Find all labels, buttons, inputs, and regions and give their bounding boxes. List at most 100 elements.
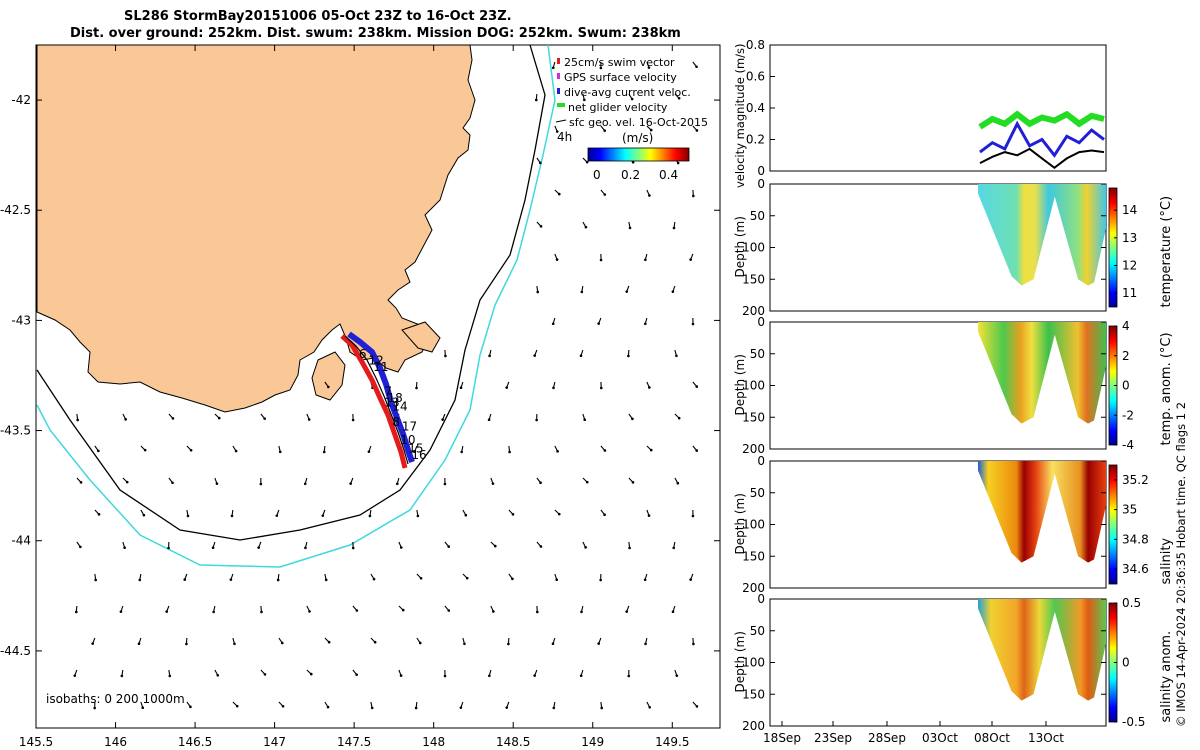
current-vector [75, 605, 78, 614]
current-vector [628, 477, 635, 484]
colorbar-tick: -2 [1122, 408, 1134, 422]
current-vector [324, 573, 328, 582]
current-vector [398, 605, 405, 612]
current-vector [554, 125, 559, 133]
current-vector [76, 541, 82, 549]
current-vector [93, 701, 96, 710]
current-vector [579, 349, 584, 357]
map-x-tick: 147.5 [337, 735, 371, 749]
current-vector [260, 413, 266, 420]
current-vector [505, 701, 510, 709]
speed-colorbar [587, 147, 690, 162]
current-vector [490, 605, 495, 613]
current-vector [579, 669, 584, 678]
velocity-ylabel: velocity magnitude (m/s) [733, 43, 747, 188]
current-vector [443, 669, 447, 678]
isobaths-label: isobaths: 0 200 1000m [46, 692, 185, 706]
current-vector [167, 541, 170, 550]
colorbar-tick: 34.6 [1122, 562, 1149, 576]
depth-label: Depth (m) [733, 493, 747, 554]
colorbar-label-salinity: salinity [1159, 538, 1174, 585]
bruny-island [311, 351, 346, 401]
current-vector [186, 509, 190, 518]
depth-label: Depth (m) [733, 354, 747, 415]
current-vector [671, 285, 676, 293]
depth-tick: 50 [750, 209, 765, 223]
depth-tick: 50 [750, 486, 765, 500]
map-x-tick: 149 [581, 735, 604, 749]
colorbar-label-sal_anom: salinity anom. [1159, 631, 1174, 723]
current-vector [460, 445, 464, 454]
velocity-tick: 0.6 [746, 70, 765, 84]
depth-tick: 50 [750, 624, 765, 638]
current-vector [304, 541, 308, 550]
current-vector [535, 413, 538, 422]
depth-tick: 200 [742, 304, 765, 318]
depth-tick: 150 [742, 272, 765, 286]
depth-tick: 100 [742, 518, 765, 532]
current-vector [368, 509, 372, 518]
map-y-tick: -43 [11, 313, 31, 327]
colorbar-tick: -0.5 [1122, 715, 1145, 729]
track-day-label: 15 [408, 442, 423, 456]
current-vector [413, 445, 418, 453]
current-vector [168, 477, 174, 485]
current-vector [416, 509, 420, 518]
current-vector [444, 605, 451, 612]
current-vector [536, 221, 543, 228]
current-vector [214, 669, 220, 677]
current-vector [582, 221, 588, 229]
track-day-label: 10 [400, 433, 415, 447]
section-panel-sal_anom: 0 50 100 150 200 Depth (m) -0.5 0 0.5 salinity an… [733, 592, 1174, 733]
velocity-series-line [979, 120, 1105, 158]
current-vector [580, 285, 584, 294]
current-vector [600, 509, 606, 517]
current-vector [370, 573, 376, 581]
current-vector [444, 349, 447, 358]
current-vector [137, 637, 142, 645]
current-vector [140, 445, 147, 452]
time-tick: 08Oct [974, 731, 1010, 745]
map-y-tick: -42 [11, 93, 31, 107]
current-vector [122, 477, 129, 484]
depth-tick: 150 [742, 549, 765, 563]
colorbar-tick: 11 [1122, 286, 1137, 300]
current-vector [122, 541, 126, 550]
map-y-axis: -42 -42.5 -43 -43.5 -44 -44.5 [0, 93, 720, 658]
section-data-sal_anom [978, 599, 1106, 701]
current-vector [94, 445, 100, 453]
map-y-tick: -44 [11, 534, 31, 548]
depth-tick: 0 [757, 592, 765, 606]
current-vector [671, 605, 676, 614]
current-vector [212, 605, 216, 614]
current-vector [459, 381, 464, 390]
current-vector [278, 445, 282, 454]
colorbar-tick: 4 [1122, 319, 1130, 333]
current-vector [416, 573, 423, 580]
track-day-label: 18 [388, 391, 403, 405]
section-data-salinity [978, 461, 1106, 563]
colorbar-tick: 0.5 [1122, 596, 1141, 610]
depth-tick: 150 [742, 687, 765, 701]
current-vector [625, 605, 630, 613]
current-vector [306, 605, 311, 613]
track-day-label: 14 [392, 400, 407, 414]
track-day-label: 8 [392, 415, 400, 429]
current-vector [628, 413, 634, 421]
map-x-tick: 149.5 [655, 735, 689, 749]
current-vector [551, 61, 556, 70]
current-vector [232, 637, 236, 646]
current-vector [536, 477, 542, 485]
section-panel-salinity: 0 50 100 150 200 Depth (m) 34.6 34.8 35 35.2 salin… [733, 454, 1174, 595]
velocity-series-line [978, 110, 1105, 130]
legend-sfc-geo: sfc geo. vel. 16-Oct-2015 [569, 116, 708, 129]
current-vector [692, 381, 699, 388]
current-vector [533, 349, 538, 357]
current-vector [646, 509, 651, 517]
forestier-peninsula [401, 321, 441, 353]
swim-vector-track [340, 334, 408, 469]
current-vector [599, 253, 603, 262]
legend-dive-avg: dive-avg current veloc. [564, 86, 691, 99]
current-vector [183, 573, 188, 581]
